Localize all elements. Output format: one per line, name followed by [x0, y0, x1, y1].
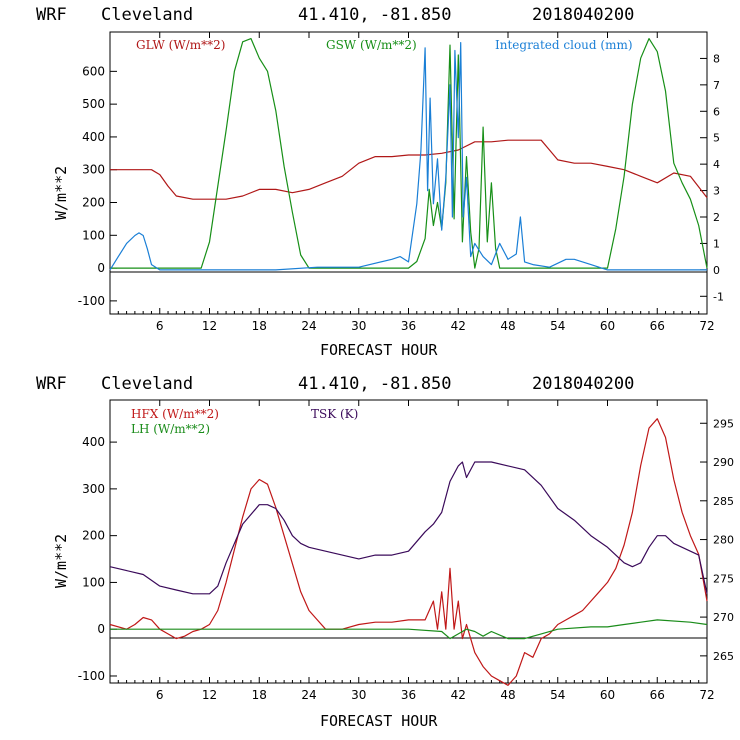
bottom-xtick-label: 12: [202, 688, 217, 702]
top-rtick-label: 6: [713, 105, 720, 118]
top-ytick-label: 200: [82, 196, 105, 210]
bottom-header-model: WRF: [36, 374, 67, 394]
bottom-plot-frame: [109, 399, 708, 684]
top-xtick-label: 72: [699, 319, 714, 333]
bottom-ylabel: W/m**2: [52, 534, 70, 588]
top-ylabel: W/m**2: [52, 166, 70, 220]
bottom-panel: WRF Cleveland 41.410, -81.850 2018040200…: [36, 374, 734, 730]
bottom-ytick-label: 100: [82, 575, 105, 589]
top-header-model: WRF: [36, 5, 67, 25]
top-series-integrated: [109, 42, 707, 271]
bottom-xtick-label: 42: [451, 688, 466, 702]
bottom-xtick-label: 66: [650, 688, 665, 702]
top-xtick-label: 12: [202, 319, 217, 333]
top-ytick-label: 600: [82, 64, 105, 78]
bottom-header-station: Cleveland: [101, 374, 193, 394]
bottom-ytick-label: 400: [82, 435, 105, 449]
bottom-xtick-label: 24: [301, 688, 316, 702]
bottom-series-hfx: [109, 418, 708, 686]
top-xtick-label: 24: [301, 319, 316, 333]
top-legend-cloud: Integrated cloud (mm): [495, 38, 633, 52]
bottom-header-coords: 41.410, -81.850: [298, 374, 452, 394]
top-xtick-label: 42: [451, 319, 466, 333]
top-rtick-label: 8: [713, 52, 720, 65]
top-ytick-label: 400: [82, 130, 105, 144]
top-xtick-label: 30: [351, 319, 366, 333]
top-series-gsw: [110, 38, 708, 269]
top-xtick-label: 48: [500, 319, 515, 333]
top-series-glw: [110, 139, 708, 200]
top-rtick-label: 0: [713, 264, 720, 277]
top-ytick-label: 500: [82, 97, 105, 111]
bottom-xtick-label: 6: [156, 688, 164, 702]
top-header-date: 2018040200: [532, 5, 634, 25]
top-rtick-label: 1: [713, 237, 720, 250]
top-ytick-label: 100: [82, 228, 105, 242]
top-ytick-label: -100: [78, 294, 105, 308]
bottom-rtick-label: 295: [713, 417, 734, 430]
bottom-rtick-label: 270: [713, 611, 734, 624]
bottom-rtick-label: 280: [713, 534, 734, 547]
bottom-xlabel: FORECAST HOUR: [320, 712, 438, 730]
top-xtick-label: 66: [650, 319, 665, 333]
top-rtick-label: 5: [713, 132, 720, 145]
bottom-ytick-label: 0: [97, 622, 105, 636]
bottom-ytick-label: 300: [82, 482, 105, 496]
bottom-xtick-label: 54: [550, 688, 565, 702]
bottom-legend-hfx: HFX (W/m**2): [131, 407, 219, 421]
top-rtick-label: 7: [713, 79, 720, 92]
top-rtick-label: 2: [713, 211, 720, 224]
bottom-rtick-label: 265: [713, 650, 734, 663]
top-xtick-label: 54: [550, 319, 565, 333]
top-xtick-label: 36: [401, 319, 416, 333]
bottom-xtick-label: 72: [699, 688, 714, 702]
top-xtick-label: 6: [156, 319, 164, 333]
bottom-xtick-label: 48: [500, 688, 515, 702]
top-rtick-label: 3: [713, 185, 720, 198]
bottom-series-tsk: [109, 461, 708, 595]
top-xtick-label: 60: [600, 319, 615, 333]
bottom-xtick-label: 36: [401, 688, 416, 702]
bottom-xtick-label: 30: [351, 688, 366, 702]
bottom-ytick-label: 200: [82, 529, 105, 543]
bottom-legend-tsk: TSK (K): [311, 407, 358, 421]
top-legend-gsw: GSW (W/m**2): [326, 38, 417, 52]
bottom-rtick-label: 275: [713, 572, 734, 585]
bottom-header-date: 2018040200: [532, 374, 634, 394]
bottom-series-lh: [110, 619, 708, 640]
top-rtick-label: 4: [713, 158, 720, 171]
bottom-legend-lh: LH (W/m**2): [131, 422, 210, 436]
bottom-xtick-label: 60: [600, 688, 615, 702]
top-legend-glw: GLW (W/m**2): [136, 38, 225, 52]
top-ytick-label: 0: [97, 261, 105, 275]
top-header-station: Cleveland: [101, 5, 193, 25]
top-rtick-label: -1: [713, 290, 724, 303]
bottom-rtick-label: 290: [713, 456, 734, 469]
bottom-rtick-label: 285: [713, 495, 734, 508]
top-xlabel: FORECAST HOUR: [320, 341, 438, 359]
top-xtick-label: 18: [252, 319, 267, 333]
top-ytick-label: 300: [82, 163, 105, 177]
bottom-xtick-label: 18: [252, 688, 267, 702]
top-panel: WRF Cleveland 41.410, -81.850 2018040200…: [36, 5, 724, 359]
bottom-ytick-label: -100: [78, 669, 105, 683]
top-header-coords: 41.410, -81.850: [298, 5, 452, 25]
